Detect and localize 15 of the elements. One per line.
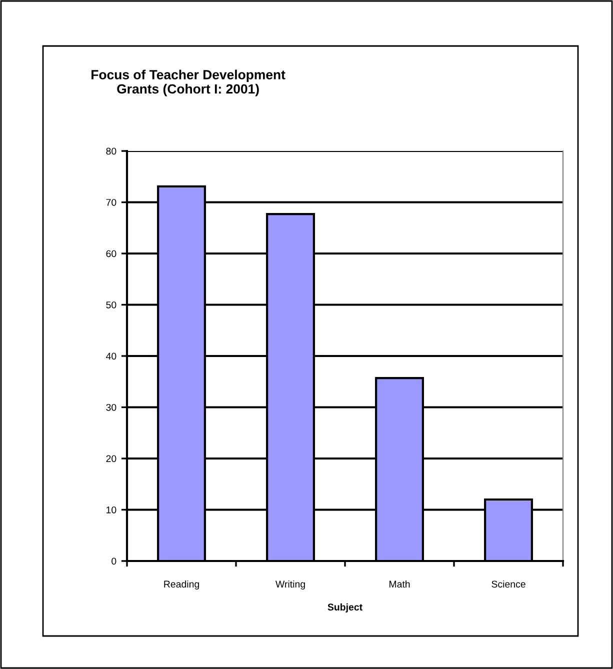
y-tick-label: 0 — [112, 558, 116, 565]
x-tick-label: Writing — [276, 580, 305, 590]
y-tick-label: 30 — [106, 404, 116, 411]
chart-title: Focus of Teacher Development Grants (Cohort I: 2001) — [92, 70, 286, 96]
y-tick-label: 20 — [106, 455, 116, 462]
y-tick-label: 10 — [106, 506, 116, 514]
x-axis-title: Subject — [328, 603, 362, 612]
y-tick-label: 70 — [106, 198, 116, 206]
x-tick-label: Reading — [164, 580, 199, 590]
y-tick-label: 60 — [106, 250, 116, 258]
y-tick-label: 80 — [106, 148, 116, 155]
x-tick-label: Science — [492, 580, 526, 588]
y-tick-label: 50 — [106, 301, 116, 308]
y-tick-label: 40 — [106, 352, 116, 360]
x-tick-label: Math — [389, 580, 410, 588]
